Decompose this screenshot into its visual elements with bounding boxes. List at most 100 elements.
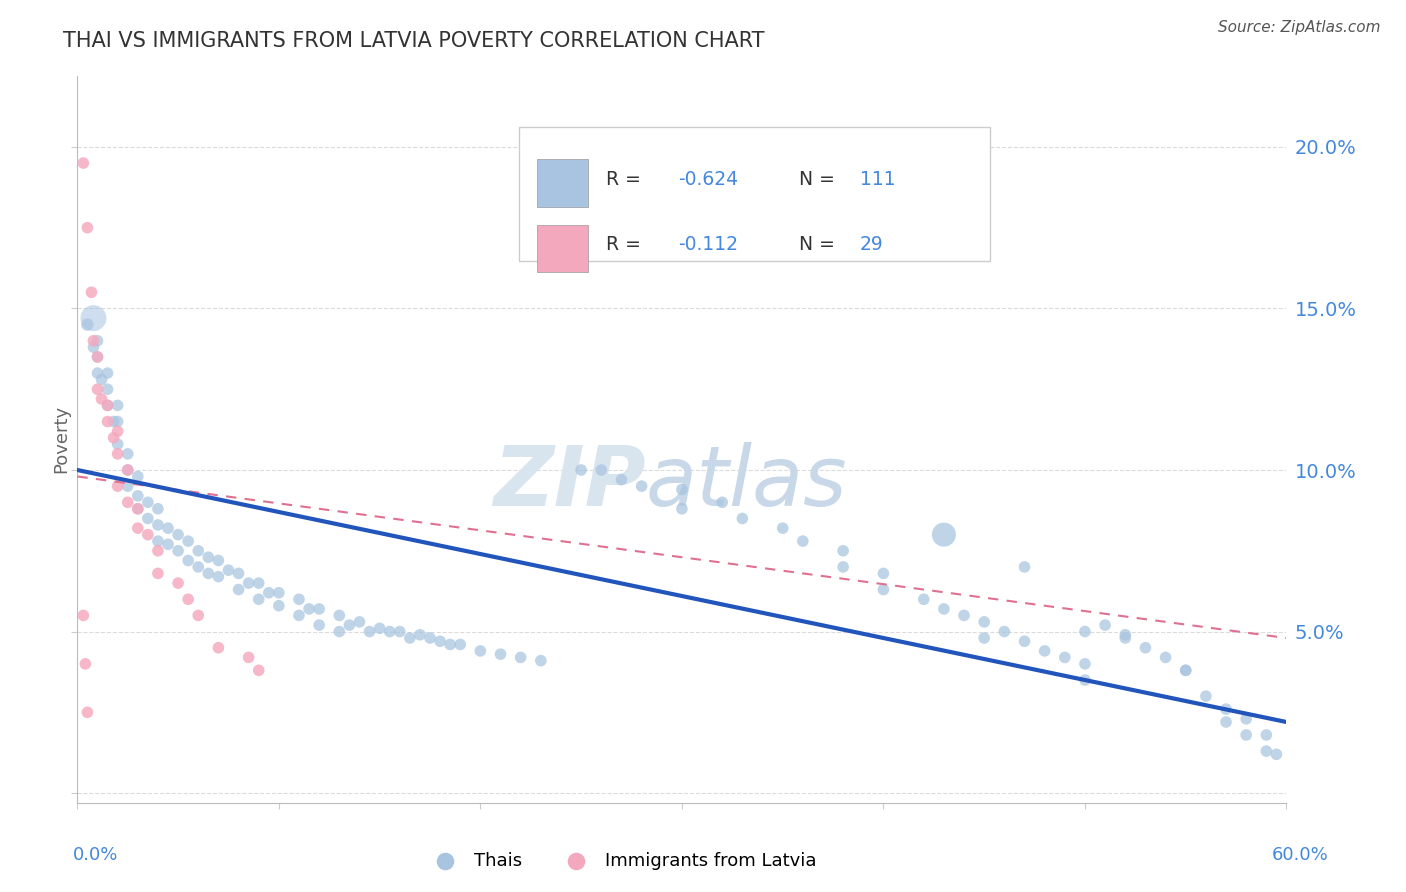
Point — [127, 489, 149, 503]
Point — [136, 527, 159, 541]
Point — [671, 501, 693, 516]
Point — [388, 624, 411, 639]
Point — [1174, 663, 1197, 677]
Point — [630, 479, 652, 493]
Point — [378, 624, 401, 639]
Point — [76, 706, 98, 720]
Point — [328, 608, 350, 623]
Point — [146, 501, 169, 516]
Point — [932, 602, 955, 616]
Point — [288, 592, 311, 607]
Point — [1135, 640, 1157, 655]
Point — [72, 608, 94, 623]
Point — [127, 521, 149, 535]
Point — [247, 592, 270, 607]
Text: R =: R = — [606, 235, 641, 254]
Point — [96, 382, 118, 396]
Point — [146, 517, 169, 532]
Y-axis label: Poverty: Poverty — [52, 405, 70, 474]
Point — [792, 534, 814, 549]
Point — [117, 447, 139, 461]
Point — [177, 553, 200, 567]
Point — [610, 473, 633, 487]
Point — [107, 415, 129, 429]
Point — [82, 311, 104, 326]
Text: R =: R = — [606, 169, 641, 188]
Point — [247, 663, 270, 677]
Point — [117, 495, 139, 509]
Point — [569, 463, 592, 477]
Point — [530, 654, 553, 668]
Point — [107, 479, 129, 493]
Point — [832, 560, 855, 574]
Point — [103, 415, 125, 429]
Point — [953, 608, 976, 623]
Point — [267, 586, 290, 600]
Point — [308, 618, 330, 632]
Point — [238, 650, 260, 665]
Point — [1074, 673, 1097, 687]
Point — [117, 463, 139, 477]
Text: 29: 29 — [859, 235, 883, 254]
Point — [973, 615, 995, 629]
Point — [75, 657, 97, 671]
FancyBboxPatch shape — [519, 127, 990, 261]
Point — [1033, 644, 1056, 658]
Point — [288, 608, 311, 623]
Point — [76, 220, 98, 235]
Text: N =: N = — [799, 235, 835, 254]
Point — [90, 392, 112, 406]
Point — [308, 602, 330, 616]
Point — [76, 318, 98, 332]
Point — [82, 334, 104, 348]
Point — [107, 447, 129, 461]
Point — [591, 463, 613, 477]
Point — [671, 483, 693, 497]
Point — [117, 463, 139, 477]
Text: THAI VS IMMIGRANTS FROM LATVIA POVERTY CORRELATION CHART: THAI VS IMMIGRANTS FROM LATVIA POVERTY C… — [63, 31, 765, 51]
Point — [90, 372, 112, 386]
Point — [197, 566, 219, 581]
Point — [409, 628, 432, 642]
Point — [96, 366, 118, 380]
Point — [932, 527, 955, 541]
Text: -0.112: -0.112 — [678, 235, 738, 254]
Point — [167, 527, 190, 541]
Point — [86, 334, 108, 348]
Point — [107, 437, 129, 451]
Point — [1014, 634, 1036, 648]
Point — [207, 640, 229, 655]
Point — [1256, 744, 1278, 758]
Point — [470, 644, 492, 658]
Point — [103, 431, 125, 445]
Point — [328, 624, 350, 639]
Text: ZIP: ZIP — [494, 442, 645, 524]
Point — [973, 631, 995, 645]
FancyBboxPatch shape — [537, 225, 588, 272]
Point — [247, 576, 270, 591]
Point — [489, 647, 512, 661]
Point — [96, 415, 118, 429]
Point — [1074, 624, 1097, 639]
Point — [1114, 628, 1136, 642]
Point — [359, 624, 381, 639]
Point — [267, 599, 290, 613]
Point — [187, 560, 209, 574]
Point — [136, 511, 159, 525]
Text: atlas: atlas — [645, 442, 848, 524]
Point — [399, 631, 422, 645]
Point — [509, 650, 531, 665]
Point — [167, 576, 190, 591]
Point — [1074, 657, 1097, 671]
Point — [1234, 728, 1257, 742]
Point — [298, 602, 321, 616]
Point — [127, 501, 149, 516]
Point — [1215, 714, 1237, 729]
Point — [86, 382, 108, 396]
Point — [429, 634, 451, 648]
Point — [449, 638, 471, 652]
Point — [228, 582, 250, 597]
Point — [419, 631, 441, 645]
Point — [207, 569, 229, 583]
Point — [207, 553, 229, 567]
